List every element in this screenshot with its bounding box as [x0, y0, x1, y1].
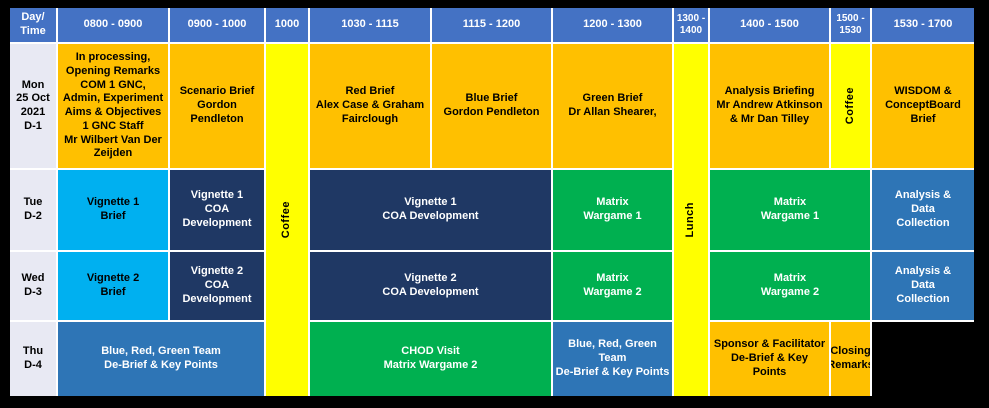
event-wed-vignette2-coa: Vignette 2 COA Development	[310, 252, 551, 320]
header-1115-1200: 1115 - 1200	[432, 8, 551, 42]
event-mon-analysis-briefing: Analysis Briefing Mr Andrew Atkinson & M…	[710, 44, 829, 168]
event-mon-red-brief: Red Brief Alex Case & Graham Fairclough	[310, 44, 430, 168]
header-0900-1000: 0900 - 1000	[170, 8, 264, 42]
day-label-mon: Mon 25 Oct 2021 D-1	[10, 44, 56, 168]
event-mon-inprocessing: In processing, Opening Remarks COM 1 GNC…	[58, 44, 168, 168]
coffee-break-pm-cell: Coffee	[831, 44, 870, 168]
event-wed-vignette2-brief: Vignette 2 Brief	[58, 252, 168, 320]
event-tue-matrix-wargame1-am: Matrix Wargame 1	[553, 170, 672, 250]
coffee-break-pm-label: Coffee	[843, 87, 856, 125]
empty-black-cell	[872, 322, 974, 396]
event-mon-blue-brief: Blue Brief Gordon Pendleton	[432, 44, 551, 168]
event-wed-analysis-data-collection: Analysis & Data Collection	[872, 252, 974, 320]
event-mon-green-brief: Green Brief Dr Allan Shearer,	[553, 44, 672, 168]
event-wed-matrix-wargame2-pm: Matrix Wargame 2	[710, 252, 870, 320]
coffee-break-label: Coffee	[280, 201, 293, 239]
header-1030-1115: 1030 - 1115	[310, 8, 430, 42]
event-tue-matrix-wargame1-pm: Matrix Wargame 1	[710, 170, 870, 250]
header-0800-0900: 0800 - 0900	[58, 8, 168, 42]
event-mon-scenario-brief: Scenario Brief Gordon Pendleton	[170, 44, 264, 168]
event-tue-analysis-data-collection: Analysis & Data Collection	[872, 170, 974, 250]
event-thu-closing-remarks: Closing Remarks	[831, 322, 870, 396]
day-label-wed: Wed D-3	[10, 252, 56, 320]
event-tue-vignette1-coa: Vignette 1 COA Development	[310, 170, 551, 250]
event-wed-vignette2-coa-early: Vignette 2 COA Development	[170, 252, 264, 320]
header-1530-1700: 1530 - 1700	[872, 8, 974, 42]
event-wed-matrix-wargame2-am: Matrix Wargame 2	[553, 252, 672, 320]
event-thu-chod-visit-wargame2: CHOD Visit Matrix Wargame 2	[310, 322, 551, 396]
event-tue-vignette1-coa-early: Vignette 1 COA Development	[170, 170, 264, 250]
event-thu-team-debrief: Blue, Red, Green Team De-Brief & Key Poi…	[58, 322, 264, 396]
day-label-tue: Tue D-2	[10, 170, 56, 250]
lunch-break-column: Lunch	[674, 44, 708, 396]
header-day-time: Day/ Time	[10, 8, 56, 42]
schedule-table: Day/ Time 0800 - 0900 0900 - 1000 1000 1…	[10, 8, 974, 396]
coffee-break-column: Coffee	[266, 44, 308, 396]
event-mon-wisdom-conceptboard: WISDOM & ConceptBoard Brief	[872, 44, 974, 168]
header-1200-1300: 1200 - 1300	[553, 8, 672, 42]
day-label-thu: Thu D-4	[10, 322, 56, 396]
header-1000: 1000	[266, 8, 308, 42]
lunch-break-label: Lunch	[684, 202, 697, 238]
event-thu-team-debrief-keypoints: Blue, Red, Green Team De-Brief & Key Poi…	[553, 322, 672, 396]
header-1300-1400: 1300 - 1400	[674, 8, 708, 42]
header-1400-1500: 1400 - 1500	[710, 8, 829, 42]
header-1500-1530: 1500 - 1530	[831, 8, 870, 42]
event-thu-sponsor-facilitator-debrief: Sponsor & Facilitator De-Brief & Key Poi…	[710, 322, 829, 396]
event-tue-vignette1-brief: Vignette 1 Brief	[58, 170, 168, 250]
